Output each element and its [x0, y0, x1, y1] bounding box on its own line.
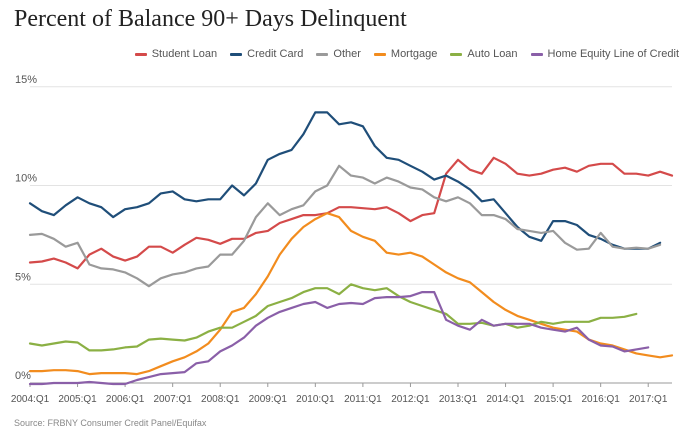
- series-line-home-equity-line-of-credit: [28, 291, 650, 386]
- legend-label: Other: [333, 48, 361, 60]
- x-tick-label: 2014:Q1: [486, 394, 525, 405]
- x-tick-label: 2012:Q1: [391, 394, 430, 405]
- legend-item-credit-card: Credit Card: [230, 48, 303, 60]
- series-line-credit-card: [28, 111, 662, 250]
- legend-label: Mortgage: [390, 48, 438, 60]
- legend-item-home-equity-line-of-credit: Home Equity Line of Credit: [530, 48, 679, 60]
- series-line-mortgage: [28, 212, 674, 376]
- x-tick-label: 2009:Q1: [249, 394, 288, 405]
- series-line-auto-loan: [28, 283, 638, 352]
- x-tick-label: 2008:Q1: [201, 394, 240, 405]
- legend-swatch: [316, 52, 329, 56]
- legend-label: Student Loan: [151, 48, 218, 60]
- y-tick-label: 15%: [15, 74, 37, 86]
- legend-label: Home Equity Line of Credit: [547, 48, 679, 60]
- x-tick-label: 2010:Q1: [296, 394, 335, 405]
- x-tick-label: 2005:Q1: [58, 394, 97, 405]
- legend-item-student-loan: Student Loan: [134, 48, 218, 60]
- legend-swatch: [530, 52, 543, 56]
- x-tick-label: 2016:Q1: [581, 394, 620, 405]
- x-tick-label: 2007:Q1: [153, 394, 192, 405]
- y-tick-label: 10%: [15, 173, 37, 185]
- series-line-other: [28, 164, 662, 288]
- source-note: Source: FRBNY Consumer Credit Panel/Equi…: [14, 418, 207, 428]
- legend-label: Credit Card: [247, 48, 304, 60]
- chart-title: Percent of Balance 90+ Days Delinquent: [14, 6, 407, 32]
- legend-swatch: [450, 52, 463, 56]
- series-line-student-loan: [28, 156, 674, 270]
- legend-swatch: [134, 52, 147, 56]
- legend-label: Auto Loan: [467, 48, 518, 60]
- x-tick-label: 2004:Q1: [11, 394, 50, 405]
- x-tick-label: 2011:Q1: [344, 394, 382, 405]
- x-tick-label: 2015:Q1: [534, 394, 573, 405]
- legend: Student Loan Credit Card Other Mortgage Auto…: [134, 48, 679, 60]
- x-tick-label: 2017:Q1: [629, 394, 668, 405]
- x-tick-label: 2006:Q1: [106, 394, 145, 405]
- x-tick-label: 2013:Q1: [439, 394, 478, 405]
- legend-swatch: [373, 52, 386, 56]
- legend-item-auto-loan: Auto Loan: [450, 48, 518, 60]
- legend-item-other: Other: [316, 48, 361, 60]
- y-tick-label: 5%: [15, 271, 31, 283]
- legend-swatch: [230, 52, 243, 56]
- y-tick-label: 0%: [15, 370, 31, 382]
- legend-item-mortgage: Mortgage: [373, 48, 438, 60]
